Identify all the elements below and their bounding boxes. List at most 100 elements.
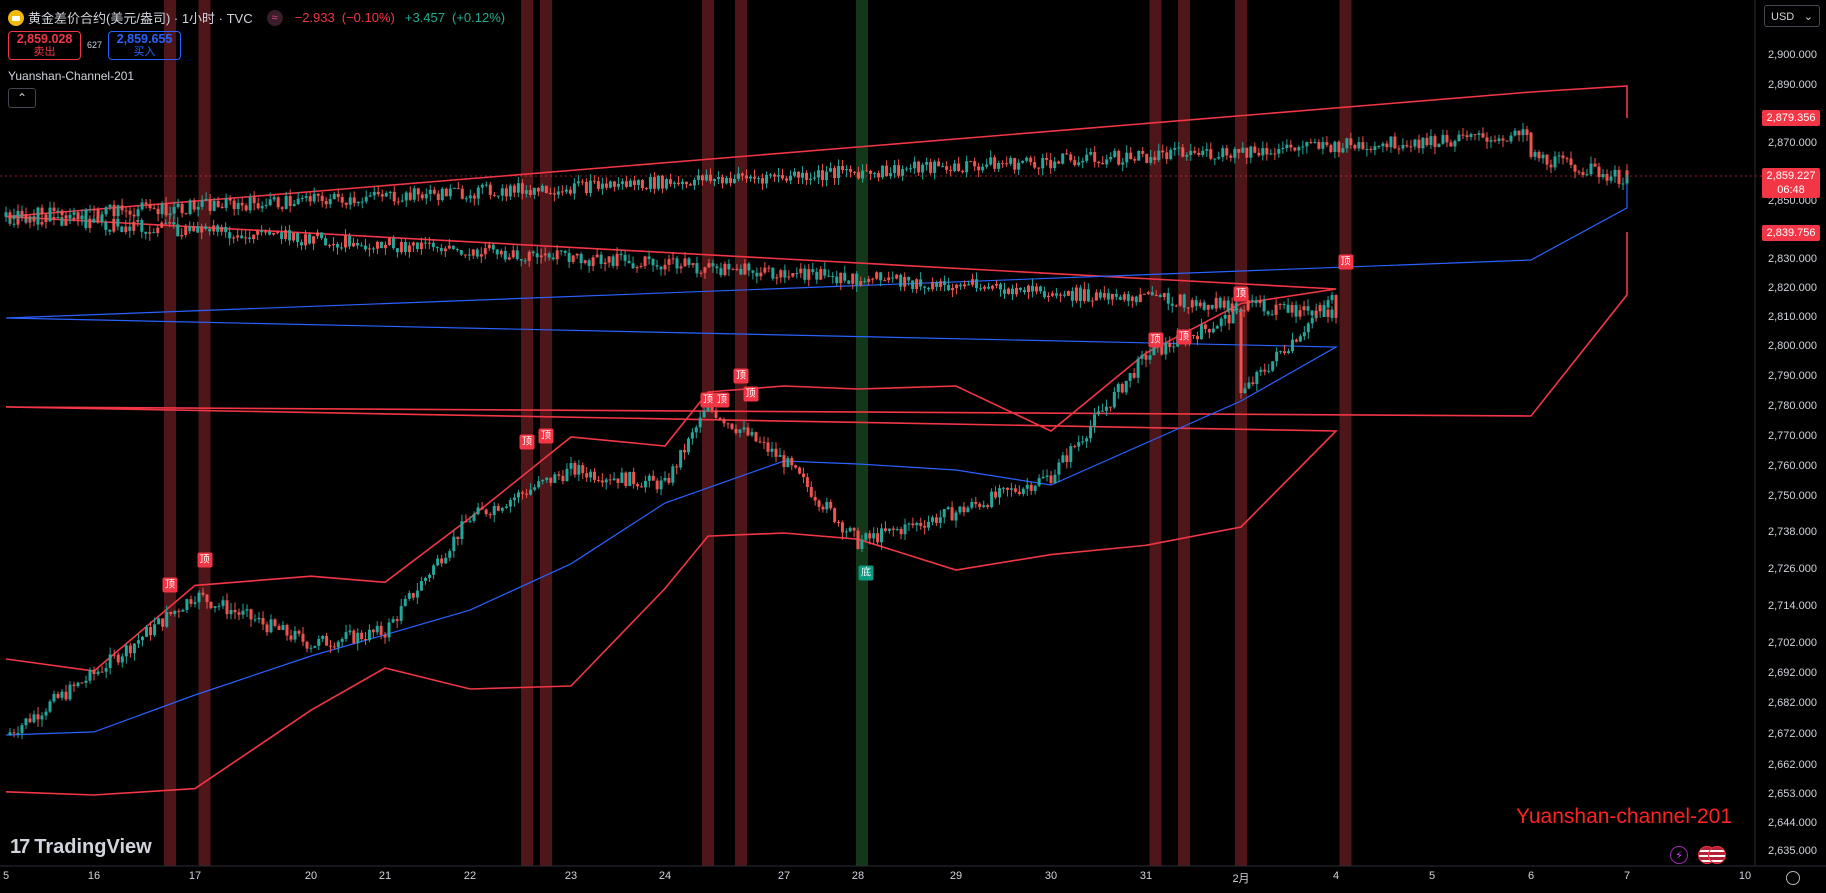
candle-body (309, 647, 313, 649)
candle-body (647, 475, 651, 481)
candle-body (1369, 148, 1373, 151)
candle-body (829, 168, 833, 172)
candle-body (304, 234, 308, 246)
candle-body (1122, 294, 1126, 300)
candle-body (1154, 294, 1158, 296)
candle-body (1277, 148, 1281, 154)
us-flag-icon[interactable] (1698, 846, 1726, 864)
candle-body (472, 195, 476, 199)
candle-body (128, 210, 132, 215)
candle-body (589, 471, 593, 478)
price-tick: 2,810.000 (1768, 311, 1817, 323)
candle-body (104, 207, 108, 215)
candle-body (304, 196, 308, 198)
candle-body (348, 197, 352, 205)
candle-body (983, 286, 987, 289)
candle-body (460, 521, 464, 540)
candle-body (1597, 166, 1601, 178)
candle-body (746, 427, 750, 436)
bolt-icon[interactable]: ⚡ (1670, 846, 1688, 864)
candle-body (1177, 147, 1181, 149)
candle-body (1214, 297, 1218, 309)
candle-body (1050, 293, 1054, 296)
candle-body (855, 273, 859, 286)
candle-body (1421, 137, 1425, 149)
candle-body (811, 269, 815, 272)
candle-body (464, 198, 468, 200)
candle-body (124, 226, 128, 233)
candle-body (837, 522, 841, 524)
buy-button[interactable]: 2,859.655 买入 (108, 31, 181, 60)
collapse-legend-button[interactable]: ⌃ (8, 88, 36, 108)
candle-body (981, 166, 985, 171)
candle-body (600, 480, 604, 483)
candle-body (284, 196, 288, 209)
candle-body (548, 193, 552, 195)
candle-body (463, 254, 467, 256)
candle-body (786, 458, 790, 468)
candle-body (764, 174, 768, 184)
sell-button[interactable]: 2,859.028 卖出 (8, 31, 81, 60)
candle-body (1081, 160, 1085, 163)
candle-body (132, 221, 136, 231)
candle-body (659, 266, 663, 270)
top-signal-marker: 顶 (519, 434, 535, 450)
candle-body (359, 245, 363, 247)
candle-body (803, 268, 807, 280)
candle-body (399, 241, 403, 253)
candle-body (1058, 294, 1062, 296)
candle-body (1101, 163, 1105, 165)
candle-body (1213, 158, 1217, 160)
candle-body (612, 478, 616, 481)
candle-body (196, 206, 200, 210)
candle-body (1144, 354, 1148, 360)
candle-body (608, 181, 612, 188)
candle-body (512, 497, 516, 501)
candle-body (316, 232, 320, 237)
indicator-name[interactable]: Yuanshan-Channel-201 (8, 69, 135, 83)
candle-body (1025, 157, 1029, 161)
candle-body (56, 210, 60, 212)
candle-body (316, 193, 320, 196)
tradingview-logo[interactable]: 17 TradingView (10, 836, 152, 859)
candle-body (128, 645, 132, 654)
candle-body (225, 600, 229, 615)
candle-body (1009, 158, 1013, 164)
candle-body (939, 281, 943, 288)
candle-body (756, 178, 760, 180)
candle-body (52, 217, 56, 220)
candle-body (571, 255, 575, 262)
candle-body (1270, 314, 1274, 316)
candle-body (344, 202, 348, 205)
currency-selector[interactable]: USD ⌄ (1764, 5, 1820, 27)
candle-body (363, 245, 367, 250)
candle-body (560, 191, 564, 193)
candle-body (935, 282, 939, 288)
candle-body (635, 267, 639, 269)
candle-body (423, 242, 427, 244)
candle-body (233, 609, 237, 613)
candle-body (140, 202, 144, 210)
gear-icon[interactable] (1786, 871, 1800, 885)
candle-body (1093, 414, 1097, 427)
candle-body (124, 210, 128, 212)
candle-body (640, 180, 644, 189)
candle-body (1573, 165, 1577, 172)
candle-body (1569, 158, 1573, 166)
candle-body (1195, 335, 1199, 340)
candle-body (766, 442, 770, 452)
candle-body (332, 193, 336, 200)
symbol-title[interactable]: 黄金差价合约(美元/盎司) · 1小时 · TVC (28, 11, 253, 26)
candle-body (116, 218, 120, 227)
candle-body (144, 202, 148, 205)
candle-body (1109, 156, 1113, 160)
candle-body (532, 187, 536, 195)
candle-body (264, 205, 268, 207)
candle-body (1298, 310, 1302, 317)
candle-body (355, 242, 359, 246)
candle-body (1585, 174, 1589, 176)
candle-body (452, 536, 456, 552)
candle-body (1005, 163, 1009, 165)
candle-body (1164, 342, 1168, 355)
